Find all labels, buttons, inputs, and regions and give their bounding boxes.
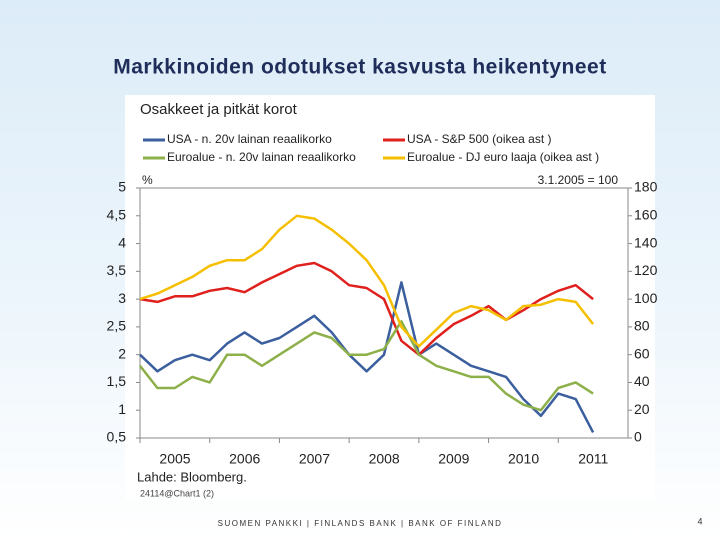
- legend-label: USA - S&P 500 (oikea ast ): [407, 132, 552, 146]
- x-tick-label: 2005: [159, 451, 190, 467]
- y2-axis-label: 3.1.2005 = 100: [538, 173, 619, 187]
- slide-title: Markkinoiden odotukset kasvusta heikenty…: [113, 56, 606, 79]
- y-tick-label: 3,5: [107, 262, 127, 278]
- y2-tick-label: 180: [634, 179, 658, 195]
- footer: SUOMEN PANKKI | FINLANDS BANK | BANK OF …: [218, 519, 503, 528]
- y2-tick-label: 0: [634, 429, 642, 445]
- y-tick-label: 4: [118, 234, 126, 250]
- x-tick-label: 2006: [229, 451, 260, 467]
- y2-tick-label: 20: [634, 401, 650, 417]
- source: Lahde: Bloomberg.: [137, 469, 247, 484]
- series-line: [139, 214, 595, 348]
- y-axis-label: %: [142, 173, 153, 187]
- legend-label: Euroalue - n. 20v lainan reaalikorko: [167, 150, 356, 164]
- y-tick-label: 2,5: [107, 318, 127, 334]
- y2-tick-label: 120: [634, 262, 658, 278]
- chart-title: Osakkeet ja pitkät korot: [140, 101, 298, 118]
- y2-tick-label: 60: [634, 345, 650, 361]
- x-tick-label: 2009: [438, 451, 469, 467]
- plot-area: [139, 187, 629, 439]
- legend-label: USA - n. 20v lainan reaalikorko: [167, 132, 332, 146]
- y-tick-label: 1: [118, 401, 126, 417]
- series-line: [139, 320, 594, 412]
- y2-tick-label: 160: [634, 206, 658, 222]
- x-tick-label: 2008: [369, 451, 400, 467]
- x-tick-label: 2010: [508, 451, 539, 467]
- x-tick-label: 2007: [299, 451, 330, 467]
- y2-tick-label: 100: [634, 290, 658, 306]
- y2-tick-label: 80: [634, 318, 650, 334]
- legend-label: Euroalue - DJ euro laaja (oikea ast ): [407, 150, 599, 164]
- y-tick-label: 0,5: [107, 429, 127, 445]
- y-tick-label: 2: [118, 345, 126, 361]
- x-tick-label: 2011: [578, 451, 608, 467]
- y2-tick-label: 40: [634, 373, 650, 389]
- y-tick-label: 1,5: [107, 373, 127, 389]
- chart-id: 24114@Chart1 (2): [140, 488, 214, 498]
- y-tick-label: 4,5: [107, 206, 127, 222]
- y2-tick-label: 140: [634, 234, 658, 250]
- series-line: [139, 261, 594, 356]
- series-line: [139, 281, 595, 433]
- page-number: 4: [697, 516, 702, 526]
- y-tick-label: 3: [118, 290, 126, 306]
- y-tick-label: 5: [118, 179, 126, 195]
